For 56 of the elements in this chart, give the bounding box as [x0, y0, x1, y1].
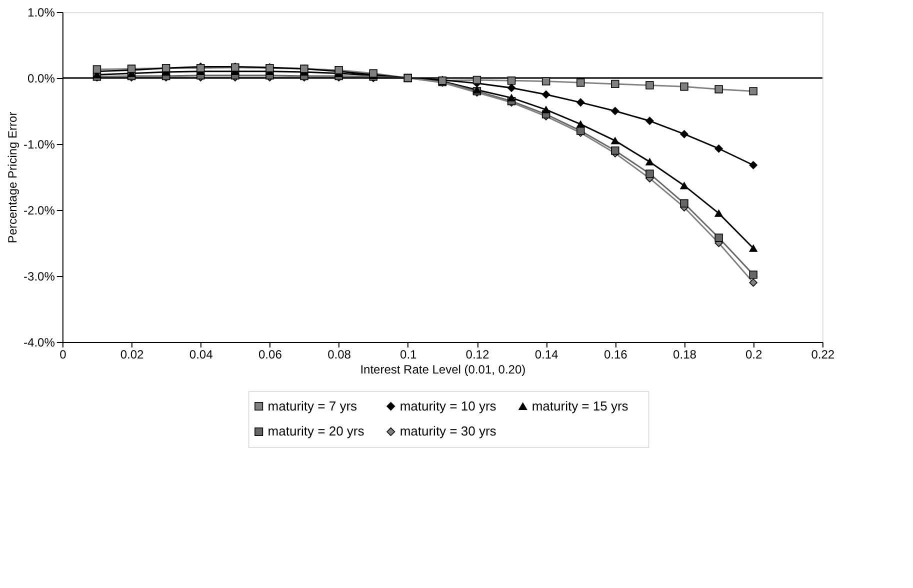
x-tick-label: 0.08: [328, 348, 352, 362]
x-tick-label: 0.06: [258, 348, 282, 362]
y-tick-label: -4.0%: [24, 336, 56, 350]
y-axis-title: Percentage Pricing Error: [6, 112, 20, 244]
point: [542, 77, 550, 86]
point: [611, 80, 620, 88]
x-tick-label: 0.02: [120, 348, 144, 362]
point: [611, 146, 620, 155]
point: [646, 116, 654, 126]
point: [646, 81, 654, 90]
point: [507, 84, 516, 92]
point: [646, 170, 654, 178]
x-tick-label: 0.18: [673, 348, 697, 362]
point: [542, 106, 550, 114]
x-tick-label: 0.22: [811, 348, 835, 362]
x-tick-label: 0.1: [400, 348, 418, 362]
point: [646, 158, 654, 166]
legend-label: maturity = 10 yrs: [400, 398, 497, 414]
x-tick-label: 0: [60, 348, 67, 362]
point: [576, 98, 585, 107]
point: [749, 270, 758, 279]
point: [680, 199, 688, 208]
point: [749, 244, 758, 252]
point: [507, 94, 516, 102]
point: [714, 85, 723, 94]
legend-label: maturity = 15 yrs: [532, 398, 629, 414]
y-tick-label: -3.0%: [24, 270, 56, 284]
x-tick-label: 0.14: [534, 348, 559, 362]
point: [749, 278, 758, 287]
y-tick-label: -1.0%: [24, 138, 56, 152]
y-tick-label: -2.0%: [24, 204, 56, 218]
point: [680, 182, 688, 190]
x-tick-label: 0.12: [466, 348, 490, 362]
point: [611, 106, 620, 116]
legend-label: maturity = 20 yrs: [268, 424, 365, 439]
point: [472, 76, 482, 84]
point: [714, 234, 723, 242]
point: [542, 90, 550, 99]
x-axis-title: Interest Rate Level (0.01, 0.20): [360, 362, 526, 376]
point: [714, 210, 723, 217]
x-tick-label: 0.16: [604, 348, 628, 362]
legend-label: maturity = 7 yrs: [268, 398, 358, 414]
point: [507, 76, 516, 85]
x-tick-label: 0.2: [745, 348, 762, 362]
point: [714, 144, 723, 153]
point: [576, 78, 585, 87]
point: [749, 161, 758, 170]
x-tick-label: 0.04: [189, 348, 214, 362]
point: [611, 137, 620, 144]
y-tick-label: 0.0%: [28, 72, 56, 86]
point: [680, 82, 688, 91]
point: [680, 130, 688, 138]
point: [749, 87, 758, 96]
y-tick-label: 1.0%: [28, 6, 56, 20]
legend-label: maturity = 30 yrs: [400, 424, 497, 439]
point: [576, 120, 585, 128]
